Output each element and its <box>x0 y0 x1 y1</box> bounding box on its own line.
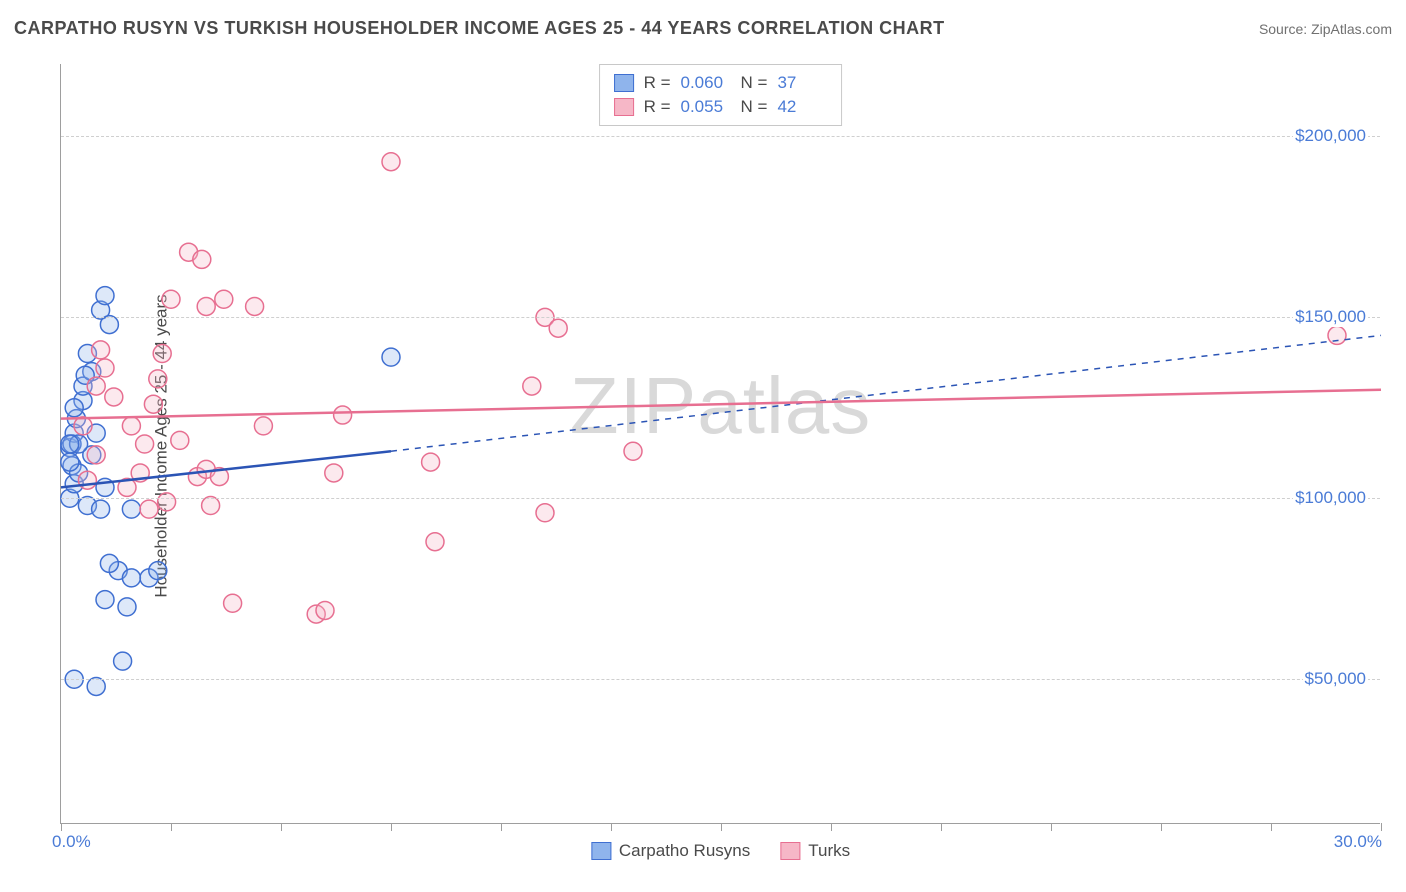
legend-label-carpatho: Carpatho Rusyns <box>619 841 750 861</box>
data-point-turks <box>136 435 154 453</box>
data-point-turks <box>78 471 96 489</box>
data-point-turks <box>193 250 211 268</box>
data-point-turks <box>536 504 554 522</box>
source-attribution: Source: ZipAtlas.com <box>1259 21 1392 37</box>
x-tick <box>281 823 282 831</box>
plot-area: ZIPatlas R = 0.060 N = 37 R = 0.055 N = … <box>60 64 1380 824</box>
data-point-turks <box>158 493 176 511</box>
data-point-turks <box>325 464 343 482</box>
data-point-carpatho <box>61 453 79 471</box>
y-tick-label: $150,000 <box>1293 307 1368 327</box>
data-point-carpatho <box>65 399 83 417</box>
data-point-turks <box>224 594 242 612</box>
data-point-turks <box>122 417 140 435</box>
chart-title: CARPATHO RUSYN VS TURKISH HOUSEHOLDER IN… <box>14 18 945 39</box>
stat-r-label: R = <box>644 97 671 117</box>
stat-r-label: R = <box>644 73 671 93</box>
data-point-carpatho <box>114 652 132 670</box>
x-tick <box>831 823 832 831</box>
data-point-turks <box>197 297 215 315</box>
y-tick-label: $50,000 <box>1303 669 1368 689</box>
plot-svg <box>61 64 1380 823</box>
data-point-turks <box>215 290 233 308</box>
y-tick-label: $200,000 <box>1293 126 1368 146</box>
swatch-turks <box>614 98 634 116</box>
data-point-turks <box>74 417 92 435</box>
data-point-carpatho <box>92 500 110 518</box>
data-point-turks <box>422 453 440 471</box>
data-point-turks <box>334 406 352 424</box>
gridline <box>61 679 1380 680</box>
x-tick <box>501 823 502 831</box>
data-point-turks <box>87 446 105 464</box>
correlation-stats-box: R = 0.060 N = 37 R = 0.055 N = 42 <box>599 64 843 126</box>
x-tick <box>941 823 942 831</box>
data-point-carpatho <box>149 562 167 580</box>
data-point-turks <box>246 297 264 315</box>
x-tick <box>1271 823 1272 831</box>
data-point-turks <box>171 431 189 449</box>
gridline <box>61 136 1380 137</box>
legend-swatch-carpatho <box>591 842 611 860</box>
legend-item-turks: Turks <box>780 841 850 861</box>
x-axis-min-label: 0.0% <box>52 832 91 852</box>
x-tick <box>1381 823 1382 831</box>
x-tick <box>171 823 172 831</box>
data-point-carpatho <box>122 500 140 518</box>
data-point-turks <box>162 290 180 308</box>
legend-label-turks: Turks <box>808 841 850 861</box>
bottom-legend: Carpatho Rusyns Turks <box>591 841 850 861</box>
data-point-carpatho <box>96 591 114 609</box>
x-tick <box>61 823 62 831</box>
x-tick <box>721 823 722 831</box>
data-point-turks <box>149 370 167 388</box>
data-point-turks <box>92 341 110 359</box>
stat-n-label: N = <box>741 97 768 117</box>
gridline <box>61 317 1380 318</box>
data-point-carpatho <box>118 598 136 616</box>
stat-n-label: N = <box>741 73 768 93</box>
y-tick-label: $100,000 <box>1293 488 1368 508</box>
stats-row-turks: R = 0.055 N = 42 <box>614 95 828 119</box>
x-axis-max-label: 30.0% <box>1334 832 1382 852</box>
data-point-turks <box>624 442 642 460</box>
stat-r-turks: 0.055 <box>681 97 731 117</box>
x-tick <box>1161 823 1162 831</box>
data-point-carpatho <box>61 435 79 453</box>
legend-item-carpatho: Carpatho Rusyns <box>591 841 750 861</box>
data-point-turks <box>96 359 114 377</box>
chart-header: CARPATHO RUSYN VS TURKISH HOUSEHOLDER IN… <box>14 18 1392 39</box>
trendline-turks <box>61 390 1381 419</box>
stat-n-carpatho: 37 <box>777 73 827 93</box>
gridline <box>61 498 1380 499</box>
x-tick <box>1051 823 1052 831</box>
data-point-carpatho <box>100 554 118 572</box>
data-point-turks <box>144 395 162 413</box>
swatch-carpatho <box>614 74 634 92</box>
data-point-turks <box>382 153 400 171</box>
data-point-turks <box>523 377 541 395</box>
data-point-carpatho <box>122 569 140 587</box>
data-point-turks <box>1328 326 1346 344</box>
legend-swatch-turks <box>780 842 800 860</box>
data-point-turks <box>87 377 105 395</box>
data-point-turks <box>316 601 334 619</box>
data-point-turks <box>153 345 171 363</box>
stat-r-carpatho: 0.060 <box>681 73 731 93</box>
data-point-turks <box>105 388 123 406</box>
data-point-turks <box>140 500 158 518</box>
data-point-turks <box>254 417 272 435</box>
stats-row-carpatho: R = 0.060 N = 37 <box>614 71 828 95</box>
data-point-carpatho <box>96 287 114 305</box>
x-tick <box>391 823 392 831</box>
data-point-turks <box>549 319 567 337</box>
stat-n-turks: 42 <box>777 97 827 117</box>
x-tick <box>611 823 612 831</box>
data-point-turks <box>426 533 444 551</box>
data-point-carpatho <box>382 348 400 366</box>
